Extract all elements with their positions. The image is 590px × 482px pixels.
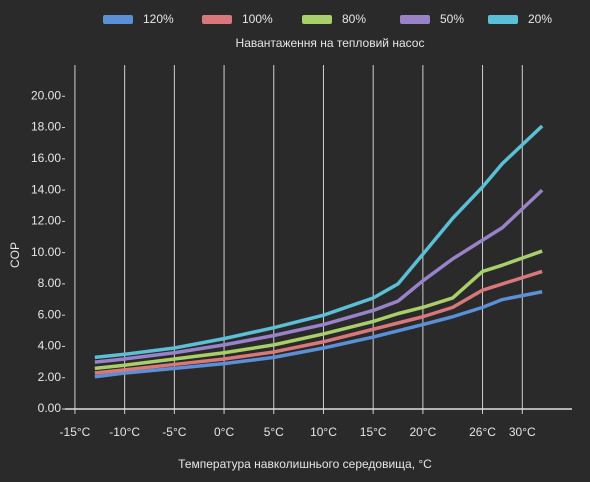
y-axis-title: COP	[8, 242, 22, 268]
legend-label: 20%	[528, 12, 552, 26]
chart-subtitle: Навантаження на тепловий насос	[236, 36, 425, 50]
legend-swatch	[103, 15, 133, 24]
y-tick-label: 10.00	[31, 245, 61, 259]
legend-label: 100%	[242, 12, 273, 26]
legend-label: 120%	[143, 12, 174, 26]
x-tick-label: -5°C	[162, 425, 186, 439]
y-tick-label: 0.00	[38, 401, 62, 415]
legend-swatch	[302, 15, 332, 24]
series-line	[94, 124, 544, 360]
series-line	[94, 269, 543, 375]
x-axis-title: Температура навколишнього середовища, °C	[178, 457, 432, 471]
y-tick-label: 12.00	[31, 214, 61, 228]
x-tick-label: 5°C	[264, 425, 284, 439]
legend-label: 80%	[342, 12, 366, 26]
series-line	[94, 249, 543, 371]
series-line	[94, 188, 544, 364]
y-tick-label: 8.00	[38, 276, 62, 290]
y-tick-label: 20.00	[31, 88, 61, 102]
x-tick-label: -10°C	[109, 425, 140, 439]
x-tick-label: 30°C	[509, 425, 536, 439]
x-tick-label: -15°C	[60, 425, 91, 439]
x-tick-label: 0°C	[214, 425, 234, 439]
y-tick-label: 14.00	[31, 182, 61, 196]
x-tick-label: 20°C	[409, 425, 436, 439]
x-tick-label: 26°C	[469, 425, 496, 439]
legend-label: 50%	[440, 12, 464, 26]
y-tick-label: 16.00	[31, 151, 61, 165]
x-tick-label: 15°C	[360, 425, 387, 439]
series-line	[94, 290, 543, 379]
x-tick-label: 10°C	[310, 425, 337, 439]
y-tick-label: 6.00	[38, 307, 62, 321]
legend-swatch	[488, 15, 518, 24]
y-tick-label: 2.00	[38, 370, 62, 384]
y-tick-label: 4.00	[38, 339, 62, 353]
legend-swatch	[202, 15, 232, 24]
legend-swatch	[400, 15, 430, 24]
y-tick-label: 18.00	[31, 120, 61, 134]
